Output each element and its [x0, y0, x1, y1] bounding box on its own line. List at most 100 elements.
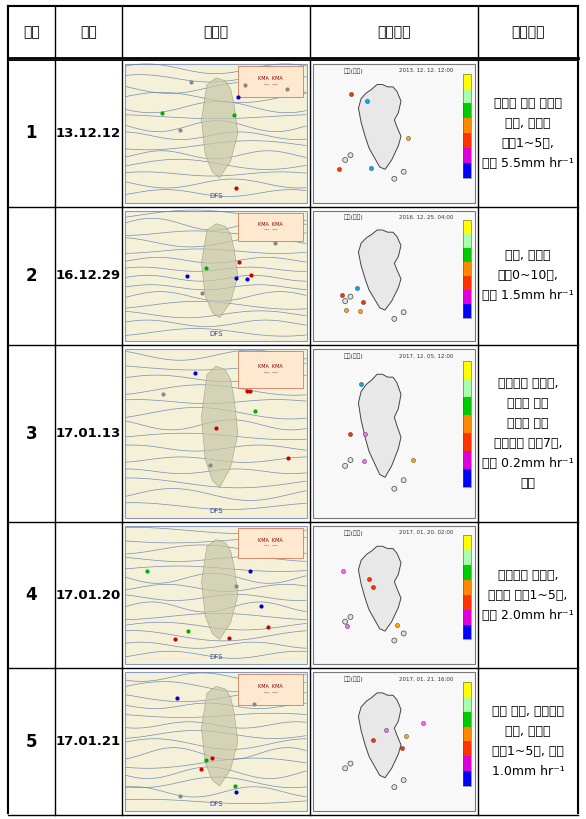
Bar [464, 397, 471, 415]
Bar [464, 133, 471, 148]
Bar [238, 674, 304, 705]
Circle shape [343, 157, 347, 162]
Bar [54, 6, 122, 58]
Circle shape [348, 458, 353, 463]
Bar [125, 210, 307, 342]
Text: 현성(관서): 현성(관서) [344, 68, 363, 74]
Bar [313, 526, 475, 664]
Circle shape [392, 638, 397, 643]
Circle shape [343, 464, 347, 468]
Text: KMA  KMA
---  ---: KMA KMA --- --- [258, 222, 283, 233]
Bar [122, 6, 310, 58]
Text: 17.01.13: 17.01.13 [56, 427, 121, 440]
Bar [464, 118, 471, 133]
Text: 2013. 12. 12. 12:00: 2013. 12. 12. 12:00 [400, 69, 454, 74]
Bar [464, 536, 471, 550]
Bar [8, 60, 578, 206]
Bar [464, 248, 471, 262]
Circle shape [343, 299, 347, 304]
Bar [464, 682, 471, 697]
Polygon shape [359, 84, 401, 170]
Bar [464, 741, 471, 756]
Circle shape [401, 170, 406, 174]
Text: 서해상 발달 저기압
동진, 수도권
영하1~5도,
최고 5.5mm hr⁻¹: 서해상 발달 저기압 동진, 수도권 영하1~5도, 최고 5.5mm hr⁻¹ [482, 97, 574, 170]
Text: KMA  KMA
---  ---: KMA KMA --- --- [258, 537, 283, 549]
Bar [464, 565, 471, 580]
Text: DFS: DFS [209, 508, 223, 514]
Text: KMA  KMA
---  ---: KMA KMA --- --- [258, 76, 283, 87]
Bar [125, 64, 307, 202]
Polygon shape [359, 374, 401, 477]
Circle shape [392, 486, 397, 491]
Bar [310, 6, 478, 58]
Polygon shape [202, 224, 238, 318]
Bar [464, 304, 471, 318]
Text: 2: 2 [26, 267, 37, 285]
Text: 번호: 번호 [23, 25, 40, 39]
Bar [464, 262, 471, 276]
Text: 5: 5 [26, 733, 37, 751]
Bar [464, 697, 471, 712]
Bar [313, 64, 475, 202]
Bar [464, 682, 471, 786]
Bar [464, 433, 471, 451]
Bar [464, 290, 471, 304]
Polygon shape [202, 366, 238, 487]
Text: 일기도: 일기도 [203, 25, 229, 39]
Circle shape [401, 310, 406, 314]
Circle shape [348, 152, 353, 158]
Bar [464, 361, 471, 487]
Bar [238, 351, 304, 388]
Polygon shape [202, 78, 238, 178]
Polygon shape [202, 540, 238, 640]
Bar [313, 350, 475, 518]
Bar [8, 346, 578, 522]
Bar [464, 469, 471, 487]
Text: 13.12.12: 13.12.12 [56, 127, 121, 140]
Bar [464, 595, 471, 609]
Text: 현성(관서): 현성(관서) [344, 530, 363, 536]
Text: 4: 4 [26, 586, 37, 604]
Bar [464, 219, 471, 233]
Circle shape [348, 761, 353, 766]
Text: 17.01.21: 17.01.21 [56, 735, 121, 749]
Bar [8, 522, 578, 668]
Text: DFS: DFS [209, 192, 223, 199]
Bar [8, 6, 54, 58]
Circle shape [343, 619, 347, 624]
Polygon shape [359, 693, 401, 778]
Bar [464, 756, 471, 771]
Bar [464, 103, 471, 118]
Text: 현성(관서): 현성(관서) [344, 215, 363, 220]
Circle shape [401, 777, 406, 783]
Bar [464, 219, 471, 318]
Bar [464, 451, 471, 469]
Bar [8, 206, 578, 346]
Bar [125, 672, 307, 811]
Bar [238, 527, 304, 559]
Bar [464, 74, 471, 178]
Bar [313, 672, 475, 811]
Text: DFS: DFS [209, 332, 223, 337]
Bar [464, 726, 471, 741]
Polygon shape [359, 230, 401, 310]
Text: 2017. 12. 05. 12:00: 2017. 12. 05. 12:00 [400, 354, 454, 359]
Circle shape [392, 316, 397, 321]
Bar [464, 88, 471, 103]
Bar [464, 361, 471, 379]
Bar [464, 415, 471, 433]
Bar [464, 233, 471, 248]
Text: DFS: DFS [209, 801, 223, 807]
Polygon shape [202, 686, 238, 786]
Text: KMA  KMA
---  ---: KMA KMA --- --- [258, 684, 283, 695]
Bar [464, 379, 471, 397]
Bar [464, 536, 471, 640]
Circle shape [348, 294, 353, 299]
Circle shape [343, 766, 347, 771]
Text: 1: 1 [26, 124, 37, 143]
Text: 관서관측: 관서관측 [377, 25, 411, 39]
Circle shape [401, 631, 406, 636]
Bar [313, 210, 475, 342]
Circle shape [348, 614, 353, 619]
Bar [464, 74, 471, 88]
